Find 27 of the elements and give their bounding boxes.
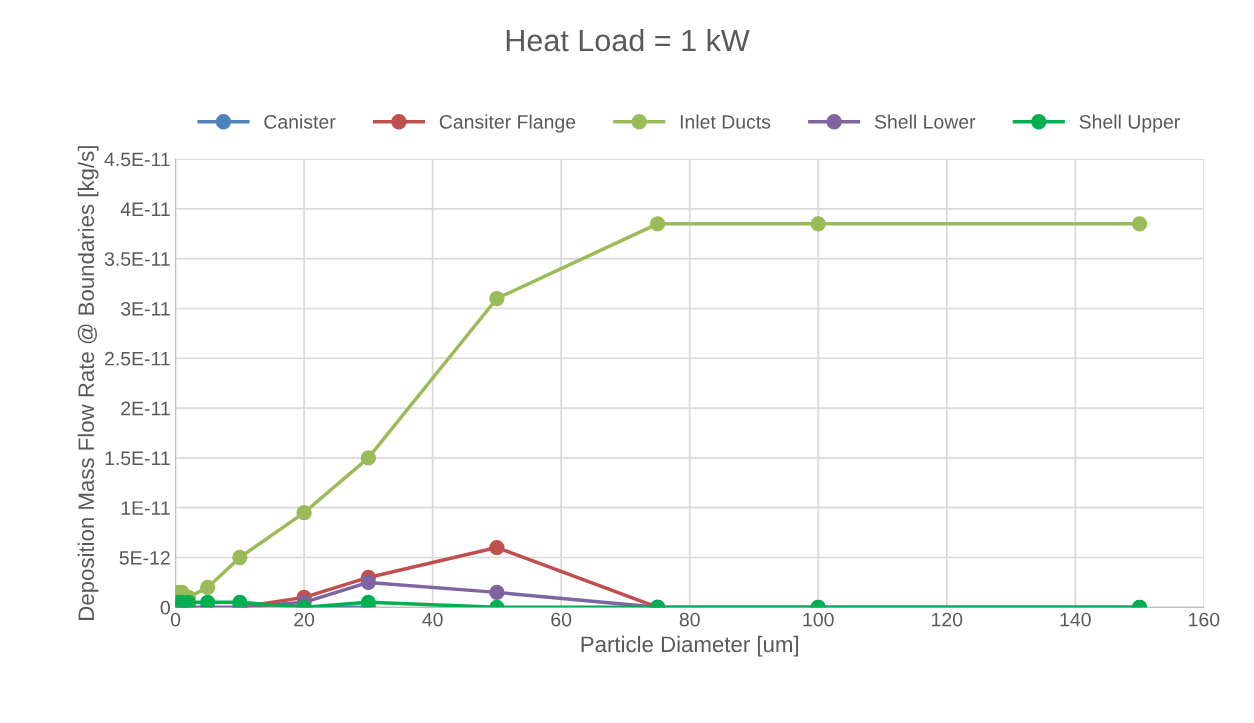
y-tick-label: 2.5E-11	[105, 351, 170, 366]
x-tick-label: 100	[803, 612, 834, 627]
y-tick-label: 0	[160, 600, 170, 615]
legend-label: Shell Upper	[1079, 114, 1180, 133]
y-tick-label: 3.5E-11	[104, 252, 170, 266]
y-tick-label: 1E-11	[121, 501, 170, 515]
y-tick-label: 2E-11	[121, 401, 170, 416]
x-tick-label: 20	[294, 612, 315, 627]
y-tick-label: 5E-12	[119, 550, 170, 565]
x-tick-label: 120	[932, 612, 963, 627]
x-tick-label: 40	[422, 612, 443, 627]
legend-label: Cansiter Flange	[439, 114, 576, 133]
x-tick-label: 0	[170, 612, 181, 627]
x-axis-title: Particle Diameter [um]	[581, 635, 799, 657]
x-tick-label: 140	[1060, 612, 1091, 627]
x-tick-label: 60	[551, 612, 572, 627]
y-tick-label: 4E-11	[120, 202, 170, 216]
chart-title: Heat Load = 1 kW	[506, 28, 750, 52]
x-tick-label: 160	[1189, 612, 1220, 627]
y-tick-label: 1.5E-11	[105, 451, 170, 466]
y-axis-title: Deposition Mass Flow Rate @ Boundaries [kg/s]	[77, 146, 99, 620]
legend-label: Canister	[264, 114, 336, 129]
legend-label: Inlet Ducts	[680, 114, 771, 129]
legend-label: Shell Lower	[874, 114, 976, 129]
y-tick-label: 4.5E-11	[104, 152, 170, 167]
y-tick-label: 3E-11	[120, 301, 170, 316]
x-tick-label: 80	[679, 612, 700, 627]
